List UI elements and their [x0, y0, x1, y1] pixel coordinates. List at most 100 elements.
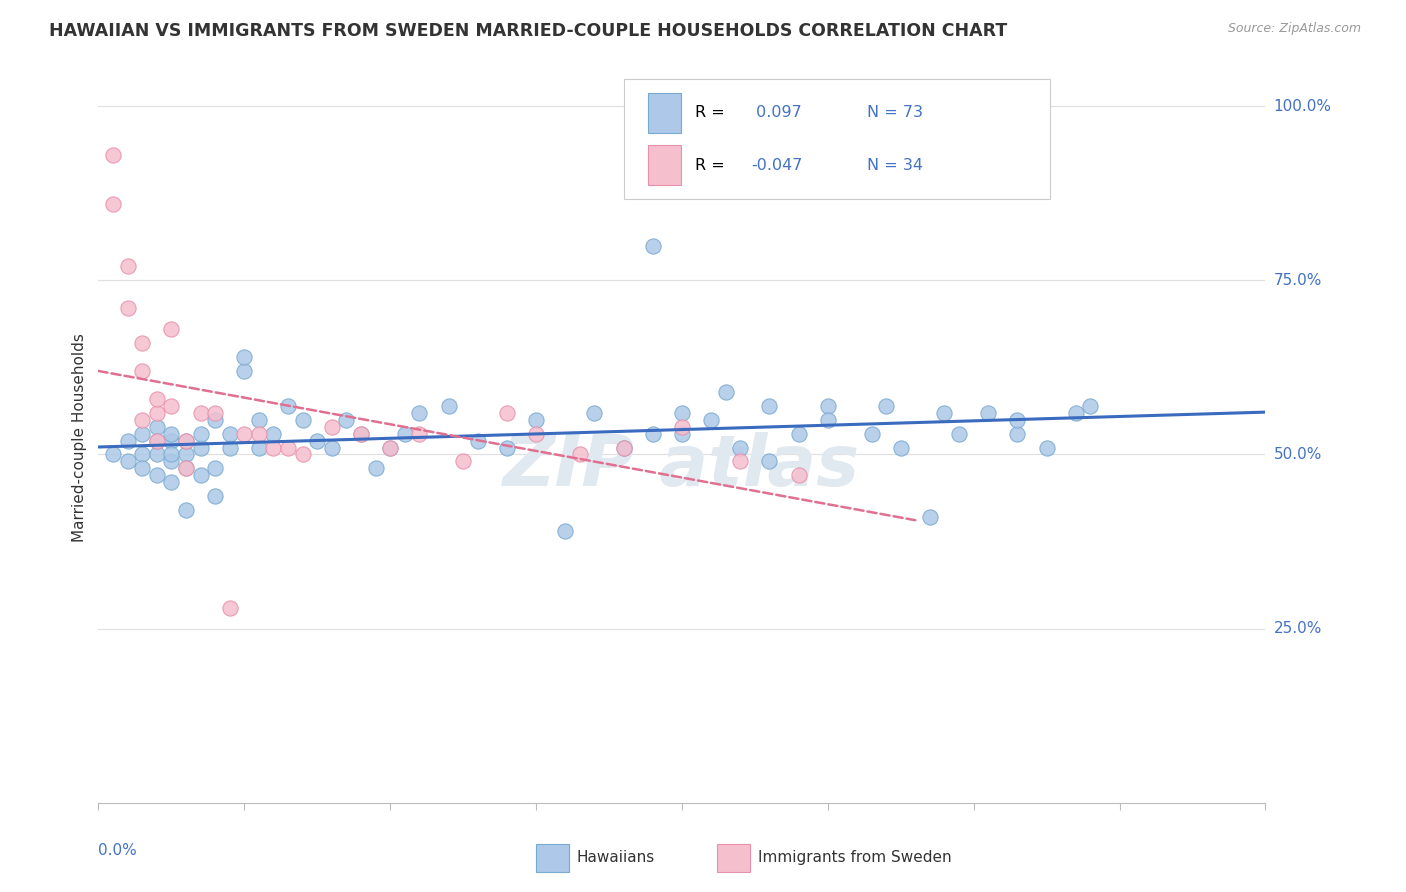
Point [174, 461, 197, 475]
Point [277, 399, 299, 413]
Point [380, 441, 402, 455]
Text: 100.0%: 100.0% [1274, 99, 1331, 113]
Point [641, 426, 664, 441]
Point [204, 406, 226, 420]
Point [160, 426, 183, 441]
Point [1007, 412, 1029, 426]
Point [262, 441, 284, 455]
Point [247, 412, 270, 426]
Point [612, 441, 634, 455]
Point [131, 461, 153, 475]
Point [408, 406, 430, 420]
Point [146, 434, 169, 448]
Point [174, 503, 197, 517]
Point [700, 412, 723, 426]
Point [758, 454, 780, 468]
Point [934, 406, 956, 420]
Point [350, 426, 373, 441]
Bar [648, 145, 681, 186]
Point [335, 412, 357, 426]
Point [131, 364, 153, 378]
Text: N = 73: N = 73 [868, 105, 924, 120]
Point [321, 419, 343, 434]
Point [977, 406, 1000, 420]
Point [204, 461, 226, 475]
Point [117, 454, 139, 468]
Point [291, 448, 314, 462]
Point [671, 406, 693, 420]
Point [554, 524, 576, 538]
Point [233, 364, 256, 378]
Point [394, 426, 416, 441]
Point [146, 434, 169, 448]
Point [918, 510, 941, 524]
Point [160, 399, 183, 413]
Point [117, 434, 139, 448]
Point [1007, 426, 1029, 441]
Point [101, 196, 124, 211]
Point [583, 406, 606, 420]
FancyBboxPatch shape [624, 78, 1049, 200]
Text: HAWAIIAN VS IMMIGRANTS FROM SWEDEN MARRIED-COUPLE HOUSEHOLDS CORRELATION CHART: HAWAIIAN VS IMMIGRANTS FROM SWEDEN MARRI… [49, 22, 1008, 40]
Point [146, 448, 169, 462]
Point [160, 322, 183, 336]
Point [787, 426, 810, 441]
Point [174, 434, 197, 448]
Bar [536, 845, 568, 872]
Point [817, 399, 839, 413]
Point [1035, 441, 1057, 455]
Point [160, 448, 183, 462]
Text: R =: R = [695, 105, 730, 120]
Point [146, 392, 169, 406]
Text: Hawaiians: Hawaiians [576, 850, 655, 865]
Point [641, 238, 664, 252]
Point [307, 434, 329, 448]
Point [1064, 406, 1087, 420]
Text: -0.047: -0.047 [751, 158, 803, 172]
Point [174, 461, 197, 475]
Point [437, 399, 460, 413]
Point [146, 419, 169, 434]
Point [467, 434, 489, 448]
Point [117, 260, 139, 274]
Point [1080, 399, 1102, 413]
Point [380, 441, 402, 455]
Text: 0.0%: 0.0% [98, 843, 138, 858]
Point [146, 406, 169, 420]
Point [190, 426, 212, 441]
Point [671, 419, 693, 434]
Point [496, 406, 519, 420]
Bar [648, 93, 681, 133]
Point [247, 441, 270, 455]
Point [233, 426, 256, 441]
Bar [717, 845, 749, 872]
Point [190, 468, 212, 483]
Point [451, 454, 474, 468]
Point [612, 441, 634, 455]
Point [204, 489, 226, 503]
Text: 0.097: 0.097 [751, 105, 801, 120]
Text: 25.0%: 25.0% [1274, 621, 1322, 636]
Point [190, 441, 212, 455]
Point [817, 412, 839, 426]
Point [174, 448, 197, 462]
Point [758, 399, 780, 413]
Point [321, 441, 343, 455]
Point [233, 350, 256, 364]
Text: R =: R = [695, 158, 730, 172]
Point [671, 426, 693, 441]
Point [101, 148, 124, 162]
Text: ZIP atlas: ZIP atlas [503, 432, 860, 500]
Point [262, 426, 284, 441]
Point [160, 454, 183, 468]
Point [146, 468, 169, 483]
Point [101, 448, 124, 462]
Text: 50.0%: 50.0% [1274, 447, 1322, 462]
Point [714, 384, 737, 399]
Point [730, 441, 752, 455]
Point [131, 412, 153, 426]
Point [218, 441, 240, 455]
Text: Source: ZipAtlas.com: Source: ZipAtlas.com [1227, 22, 1361, 36]
Point [218, 600, 240, 615]
Point [131, 448, 153, 462]
